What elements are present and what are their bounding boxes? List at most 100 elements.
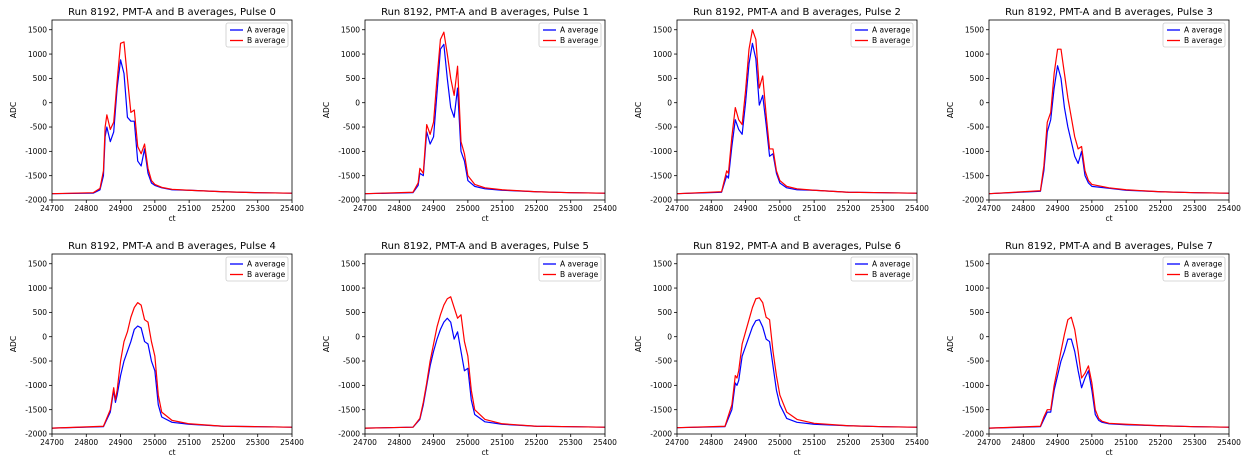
y-tick-label: -1500 <box>25 171 47 180</box>
x-tick-label: 25200 <box>836 204 860 213</box>
chart-title: Run 8192, PMT-A and B averages, Pulse 3 <box>1005 7 1213 18</box>
x-tick-label: 24700 <box>977 204 1001 213</box>
x-tick-label: 25000 <box>768 438 792 447</box>
series-line-b <box>989 48 1229 195</box>
y-tick-label: -1500 <box>962 405 984 414</box>
x-axis-label: ct <box>793 448 800 457</box>
axes-frame <box>51 253 293 435</box>
y-tick-label: -1500 <box>650 405 672 414</box>
x-tick-label: 25300 <box>1183 438 1207 447</box>
chart-panel-4: Run 8192, PMT-A and B averages, Pulse 4 2… <box>9 241 304 457</box>
x-tick-label: 25200 <box>211 204 235 213</box>
chart-title: Run 8192, PMT-A and B averages, Pulse 2 <box>693 7 901 18</box>
legend-label: B average <box>247 36 286 45</box>
y-tick-label: 1000 <box>965 50 984 59</box>
x-tick-label: 25300 <box>559 438 583 447</box>
y-tick-label: -1000 <box>962 147 984 156</box>
x-tick-label: 25400 <box>905 438 929 447</box>
chart-panel-1: Run 8192, PMT-A and B averages, Pulse 1 2… <box>322 7 617 223</box>
y-tick-label: -1000 <box>25 381 47 390</box>
x-tick-label: 25200 <box>524 204 548 213</box>
y-tick-label: -2000 <box>25 430 47 439</box>
chart-panel-5: Run 8192, PMT-A and B averages, Pulse 5 2… <box>322 241 617 457</box>
chart-panel-6: Run 8192, PMT-A and B averages, Pulse 6 2… <box>634 241 929 457</box>
x-axis-label: ct <box>168 214 175 223</box>
x-tick-label: 25000 <box>768 204 792 213</box>
axes-frame <box>51 19 293 201</box>
x-axis-label: ct <box>793 214 800 223</box>
y-tick-label: -2000 <box>962 196 984 205</box>
x-tick-label: 24900 <box>422 438 446 447</box>
y-tick-label: 1000 <box>341 50 360 59</box>
x-tick-label: 25000 <box>143 204 167 213</box>
x-tick-label: 24900 <box>734 204 758 213</box>
y-tick-label: 1500 <box>653 25 672 34</box>
legend-label: B average <box>247 270 286 279</box>
legend-label: A average <box>1184 260 1223 269</box>
y-tick-label: 0 <box>42 98 47 107</box>
y-axis-label: ADC <box>322 336 331 352</box>
x-axis-label: ct <box>481 448 488 457</box>
series-line-a <box>365 43 605 195</box>
legend-label: A average <box>872 26 911 35</box>
series-line-b <box>365 31 605 195</box>
y-tick-label: -1000 <box>338 381 360 390</box>
x-tick-label: 24900 <box>1046 438 1070 447</box>
axes-frame <box>988 19 1230 201</box>
legend-label: B average <box>1184 270 1223 279</box>
y-tick-label: -2000 <box>25 196 47 205</box>
y-tick-label: -500 <box>30 357 47 366</box>
y-tick-label: 500 <box>346 308 361 317</box>
legend-label: B average <box>560 36 599 45</box>
y-tick-label: -1000 <box>962 381 984 390</box>
x-tick-label: 24800 <box>1011 204 1035 213</box>
y-tick-label: 1500 <box>341 25 360 34</box>
x-tick-label: 25100 <box>1114 438 1138 447</box>
legend-label: B average <box>1184 36 1223 45</box>
y-axis-label: ADC <box>946 102 955 118</box>
series-line-b <box>677 297 917 429</box>
chart-title: Run 8192, PMT-A and B averages, Pulse 4 <box>68 241 276 252</box>
x-tick-label: 24800 <box>699 204 723 213</box>
y-tick-label: 1000 <box>28 50 47 59</box>
x-tick-label: 24900 <box>109 204 133 213</box>
y-tick-label: 1000 <box>653 284 672 293</box>
x-tick-label: 25200 <box>836 438 860 447</box>
y-axis-label: ADC <box>634 336 643 352</box>
x-tick-label: 25200 <box>211 438 235 447</box>
x-tick-label: 25100 <box>802 204 826 213</box>
y-tick-label: 1500 <box>28 259 47 268</box>
x-tick-label: 25300 <box>559 204 583 213</box>
axes-frame <box>364 253 606 435</box>
x-tick-label: 25100 <box>177 438 201 447</box>
chart-title: Run 8192, PMT-A and B averages, Pulse 5 <box>381 241 589 252</box>
x-tick-label: 25000 <box>1080 438 1104 447</box>
x-tick-label: 25300 <box>1183 204 1207 213</box>
y-tick-label: -1500 <box>338 405 360 414</box>
y-tick-label: -2000 <box>338 196 360 205</box>
y-tick-label: -500 <box>967 123 984 132</box>
y-tick-label: 1000 <box>965 284 984 293</box>
x-tick-label: 24900 <box>422 204 446 213</box>
series-line-a <box>52 59 292 195</box>
y-axis-label: ADC <box>9 336 18 352</box>
y-tick-label: -2000 <box>338 430 360 439</box>
x-tick-label: 24700 <box>40 438 64 447</box>
x-axis-label: ct <box>1105 448 1112 457</box>
legend-label: B average <box>872 36 911 45</box>
x-tick-label: 24800 <box>387 204 411 213</box>
y-tick-label: 1500 <box>341 259 360 268</box>
x-tick-label: 24700 <box>665 204 689 213</box>
y-tick-label: -1500 <box>962 171 984 180</box>
x-tick-label: 24900 <box>734 438 758 447</box>
y-tick-label: 500 <box>970 308 985 317</box>
chart-panel-0: Run 8192, PMT-A and B averages, Pulse 0 2… <box>9 7 304 223</box>
x-axis-label: ct <box>481 214 488 223</box>
x-tick-label: 25000 <box>1080 204 1104 213</box>
y-tick-label: -500 <box>343 123 360 132</box>
y-tick-label: 1000 <box>28 284 47 293</box>
